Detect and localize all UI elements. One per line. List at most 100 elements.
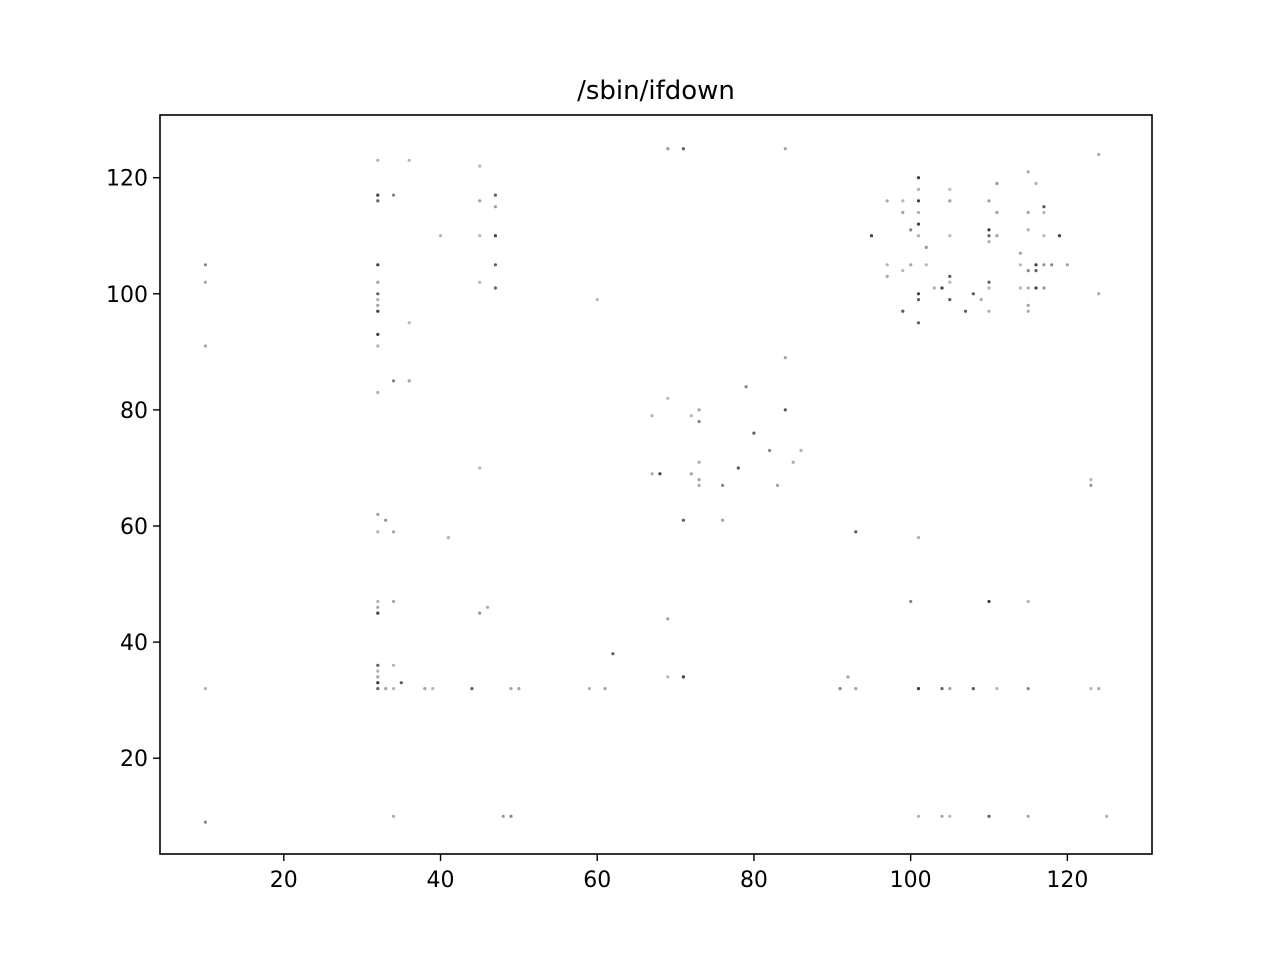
data-point — [611, 652, 615, 656]
data-point — [916, 298, 921, 302]
data-point — [948, 814, 952, 818]
data-point — [517, 687, 521, 691]
data-point — [971, 687, 975, 691]
data-point — [1026, 303, 1030, 307]
data-point — [1042, 263, 1046, 267]
data-point — [987, 280, 991, 284]
data-point — [916, 814, 921, 818]
data-point — [744, 385, 748, 389]
data-point — [1026, 687, 1030, 691]
data-point — [1018, 286, 1023, 290]
data-point — [203, 344, 207, 348]
data-point — [470, 687, 474, 691]
data-point — [681, 147, 686, 151]
data-point — [987, 199, 991, 203]
data-point — [376, 280, 380, 284]
data-point — [909, 263, 913, 267]
data-point — [1026, 170, 1030, 174]
data-point — [995, 687, 999, 691]
data-point — [1097, 292, 1101, 296]
data-point — [987, 599, 991, 604]
data-point — [1026, 269, 1030, 273]
data-point — [916, 292, 921, 296]
x-tick-label: 100 — [890, 868, 932, 893]
data-point — [1026, 599, 1030, 604]
data-point — [1097, 687, 1101, 691]
data-point — [203, 263, 207, 267]
data-point — [901, 309, 905, 313]
data-point — [987, 240, 991, 244]
data-point — [493, 286, 497, 290]
data-point — [1105, 814, 1109, 818]
data-point — [909, 599, 913, 604]
data-point — [376, 309, 380, 313]
y-tick-label: 80 — [120, 399, 148, 424]
data-point — [940, 286, 944, 290]
x-tick-label: 40 — [427, 868, 455, 893]
data-point — [924, 263, 928, 267]
data-point — [869, 234, 874, 238]
data-point — [995, 210, 999, 215]
data-point — [916, 222, 921, 226]
y-tick-label: 40 — [120, 631, 148, 656]
data-point — [407, 158, 411, 162]
data-point — [485, 605, 490, 609]
data-point — [838, 687, 842, 691]
data-point — [376, 193, 380, 197]
x-tick-label: 80 — [740, 868, 768, 893]
data-point — [987, 234, 991, 238]
data-point — [948, 687, 952, 691]
data-point — [783, 408, 787, 412]
data-point — [924, 245, 928, 249]
data-point — [391, 599, 396, 604]
data-point — [885, 263, 889, 267]
data-point — [940, 687, 944, 691]
data-point — [391, 663, 396, 667]
data-point — [1050, 263, 1054, 267]
data-point — [901, 269, 905, 273]
data-point — [940, 814, 944, 818]
data-point — [203, 280, 207, 284]
data-point — [1026, 309, 1030, 313]
data-point — [391, 193, 396, 197]
x-tick-label: 120 — [1046, 868, 1088, 893]
data-point — [948, 298, 952, 302]
data-point — [979, 298, 983, 302]
data-point — [901, 199, 905, 203]
data-point — [666, 675, 670, 679]
data-point — [783, 147, 787, 151]
data-point — [376, 292, 380, 296]
data-point — [376, 158, 380, 162]
data-point — [376, 663, 380, 667]
data-point — [391, 530, 396, 534]
data-point — [650, 472, 654, 476]
data-point — [407, 379, 411, 383]
data-point — [376, 344, 380, 348]
data-point — [666, 396, 670, 400]
data-point — [376, 611, 380, 615]
data-point — [666, 617, 670, 621]
data-point — [689, 472, 693, 476]
data-point — [423, 687, 427, 691]
data-point — [509, 687, 513, 691]
data-point — [376, 332, 380, 336]
data-point — [478, 234, 482, 238]
data-point — [854, 530, 858, 534]
data-point — [587, 687, 592, 691]
data-point — [916, 536, 921, 540]
data-point — [595, 298, 599, 302]
data-point — [376, 605, 380, 609]
data-point — [658, 472, 662, 476]
data-point — [854, 687, 858, 691]
data-point — [376, 512, 380, 517]
data-point — [916, 187, 921, 191]
data-point — [493, 234, 497, 238]
data-point — [948, 280, 952, 284]
data-point — [885, 274, 889, 278]
data-point — [909, 228, 913, 232]
data-point — [995, 234, 999, 238]
data-point — [791, 460, 795, 464]
data-point — [493, 263, 497, 267]
data-point — [963, 309, 968, 313]
